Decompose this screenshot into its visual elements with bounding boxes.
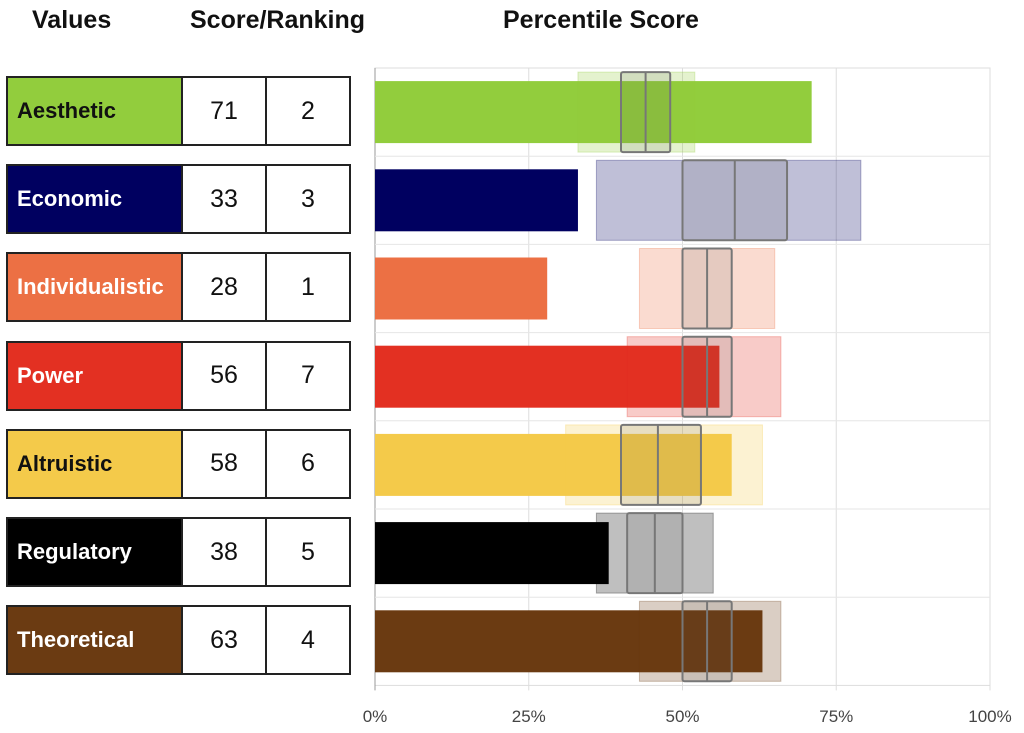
table-row: Theoretical 63 4 xyxy=(6,605,351,676)
x-tick-label: 50% xyxy=(665,707,699,726)
table-row: Regulatory 38 5 xyxy=(6,517,351,587)
reference-range-outer xyxy=(595,159,862,241)
bar xyxy=(375,433,732,496)
bar xyxy=(375,169,578,232)
ranking-cell: 3 xyxy=(265,164,351,235)
ranking-cell: 2 xyxy=(265,76,351,146)
ranking-cell: 4 xyxy=(265,605,351,676)
table-row: Power 56 7 xyxy=(6,340,351,411)
value-label: Theoretical xyxy=(6,605,183,676)
score-cell: 58 xyxy=(181,428,267,499)
score-cell: 33 xyxy=(181,164,267,235)
bar xyxy=(375,81,812,144)
reference-range-outer xyxy=(577,71,696,153)
x-tick-label: 75% xyxy=(819,707,853,726)
score-cell: 56 xyxy=(181,340,267,411)
ranking-cell: 5 xyxy=(265,517,351,587)
reference-range-outer xyxy=(626,336,782,418)
value-label: Individualistic xyxy=(6,252,183,323)
score-cell: 63 xyxy=(181,605,267,676)
x-tick-label: 25% xyxy=(512,707,546,726)
bar xyxy=(375,257,548,320)
x-tick-label: 100% xyxy=(968,707,1011,726)
values-header: Values xyxy=(32,6,112,34)
x-tick-label: 0% xyxy=(363,707,388,726)
score-ranking-header: Score/Ranking xyxy=(190,6,366,34)
reference-range-outer xyxy=(638,600,782,682)
percentile-header: Percentile Score xyxy=(503,6,699,34)
ranking-cell: 1 xyxy=(265,252,351,323)
value-label: Altruistic xyxy=(6,428,183,499)
table-row: Altruistic 58 6 xyxy=(6,428,351,499)
ranking-cell: 6 xyxy=(265,428,351,499)
value-label: Economic xyxy=(6,164,183,235)
value-label: Regulatory xyxy=(6,517,183,587)
table-row: Aesthetic 71 2 xyxy=(6,76,351,146)
table-row: Individualistic 28 1 xyxy=(6,252,351,323)
table-row: Economic 33 3 xyxy=(6,164,351,235)
bar xyxy=(375,610,763,673)
score-cell: 71 xyxy=(181,76,267,146)
ranking-cell: 7 xyxy=(265,340,351,411)
bar xyxy=(375,522,609,585)
bar xyxy=(375,345,720,408)
reference-range-inner xyxy=(620,423,702,506)
